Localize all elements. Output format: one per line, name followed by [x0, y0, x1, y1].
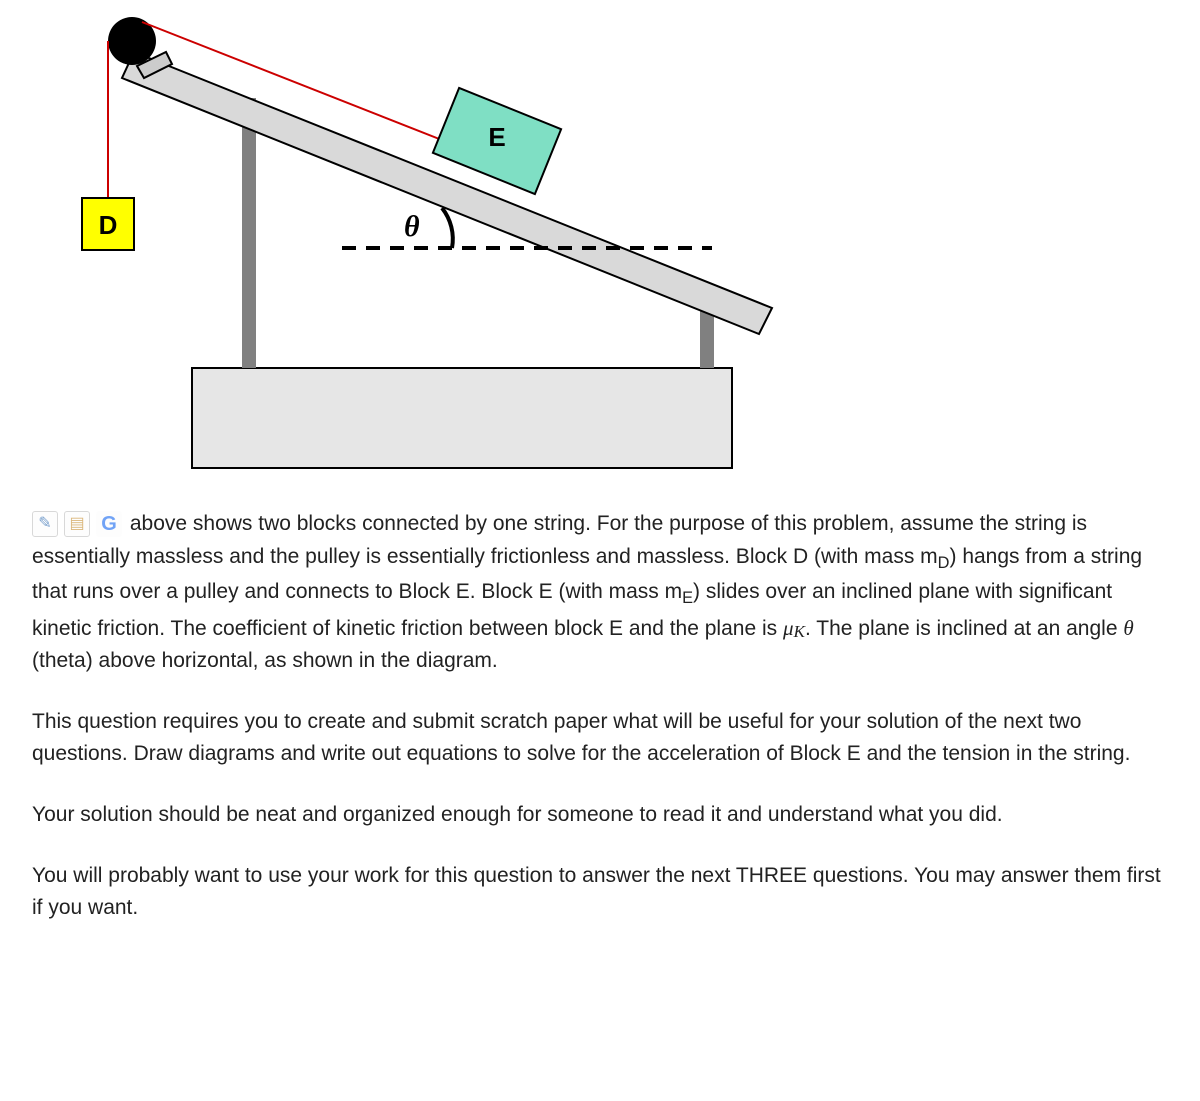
angle-arc — [442, 208, 453, 248]
support-left — [242, 98, 256, 368]
p1-text-e: (theta) above horizontal, as shown in th… — [32, 649, 498, 672]
paragraph-2: This question requires you to create and… — [32, 706, 1168, 771]
paragraph-4: You will probably want to use your work … — [32, 860, 1168, 925]
paragraph-1: ✎ ▤ G above shows two blocks connected b… — [32, 508, 1168, 678]
problem-container: D E θ ✎ ▤ G above shows two blocks conne… — [0, 0, 1200, 985]
g-icon[interactable]: G — [96, 511, 122, 537]
block-e-label: E — [488, 122, 505, 152]
theta-label: θ — [404, 210, 420, 243]
pencil-icon[interactable]: ✎ — [32, 511, 58, 537]
mu-symbol: μ — [783, 616, 794, 640]
theta-inline: θ — [1123, 616, 1133, 640]
ramp — [122, 52, 772, 334]
base-block — [192, 368, 732, 468]
block-d-label: D — [99, 210, 118, 240]
p1-text-a: above shows two blocks connected by one … — [32, 512, 1087, 568]
diagram-wrapper: D E θ — [32, 8, 1168, 478]
p1-sub-d: D — [938, 554, 950, 572]
mu-k-sub: K — [794, 622, 805, 641]
paragraph-3: Your solution should be neat and organiz… — [32, 799, 1168, 832]
inline-toolbar: ✎ ▤ G — [32, 511, 122, 537]
p1-text-d: . The plane is inclined at an angle — [805, 617, 1123, 640]
p1-sub-e: E — [682, 589, 693, 607]
physics-diagram: D E θ — [32, 8, 792, 478]
note-icon[interactable]: ▤ — [64, 511, 90, 537]
